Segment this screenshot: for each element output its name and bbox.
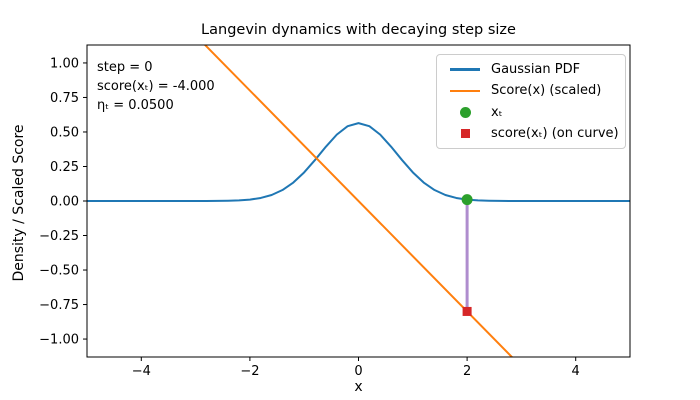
chart-title: Langevin dynamics with decaying step siz… xyxy=(201,22,516,38)
y-tick-label: 1.00 xyxy=(50,56,79,71)
annotation-step: step = 0 xyxy=(97,60,153,75)
y-tick-label: −1.00 xyxy=(39,333,79,348)
legend-circle-swatch-green xyxy=(459,106,471,118)
y-tick-label: 0.00 xyxy=(50,195,79,210)
y-tick-label: −0.50 xyxy=(39,264,79,279)
x-tick-label: −4 xyxy=(132,364,151,379)
legend-line-swatch-orange xyxy=(450,89,480,93)
y-tick-label: 0.50 xyxy=(50,125,79,140)
series-line-1 xyxy=(203,45,514,357)
y-tick-label: −0.75 xyxy=(39,298,79,313)
x-axis-label: x xyxy=(354,379,363,395)
x-tick-label: 0 xyxy=(354,364,362,379)
x-tick-label: −2 xyxy=(240,364,259,379)
legend-label: Gaussian PDF xyxy=(491,62,581,78)
legend-item-gaussian-pdf: Gaussian PDF xyxy=(447,59,615,80)
axes-frame xyxy=(86,44,631,358)
y-tick-label: 0.25 xyxy=(50,160,79,175)
legend-label: xₜ xyxy=(491,104,503,120)
legend-item-score-line: Score(x) (scaled) xyxy=(447,80,615,101)
y-tick-label: −0.25 xyxy=(39,229,79,244)
y-axis-label: Density / Scaled Score xyxy=(11,124,27,282)
annotation-eta: ηₜ = 0.0500 xyxy=(97,98,174,113)
legend-label: score(xₜ) (on curve) xyxy=(491,125,619,141)
annotation-box: step = 0 score(xₜ) = -4.000 ηₜ = 0.0500 xyxy=(97,58,215,115)
x-tick-label: 4 xyxy=(572,364,580,379)
y-tick-label: 0.75 xyxy=(50,91,79,106)
legend-line-swatch-blue xyxy=(450,68,480,71)
marker-xt xyxy=(461,194,473,206)
series-line-0 xyxy=(87,122,630,202)
legend-label: Score(x) (scaled) xyxy=(491,83,602,99)
legend: Gaussian PDF Score(x) (scaled) xₜ score(… xyxy=(436,54,626,149)
legend-square-swatch-red xyxy=(460,128,470,138)
x-tick-label: 2 xyxy=(463,364,471,379)
legend-item-xt-marker: xₜ xyxy=(447,102,615,123)
marker-score-on-curve xyxy=(462,306,472,316)
annotation-score: score(xₜ) = -4.000 xyxy=(97,79,215,94)
legend-item-score-marker: score(xₜ) (on curve) xyxy=(447,123,619,144)
